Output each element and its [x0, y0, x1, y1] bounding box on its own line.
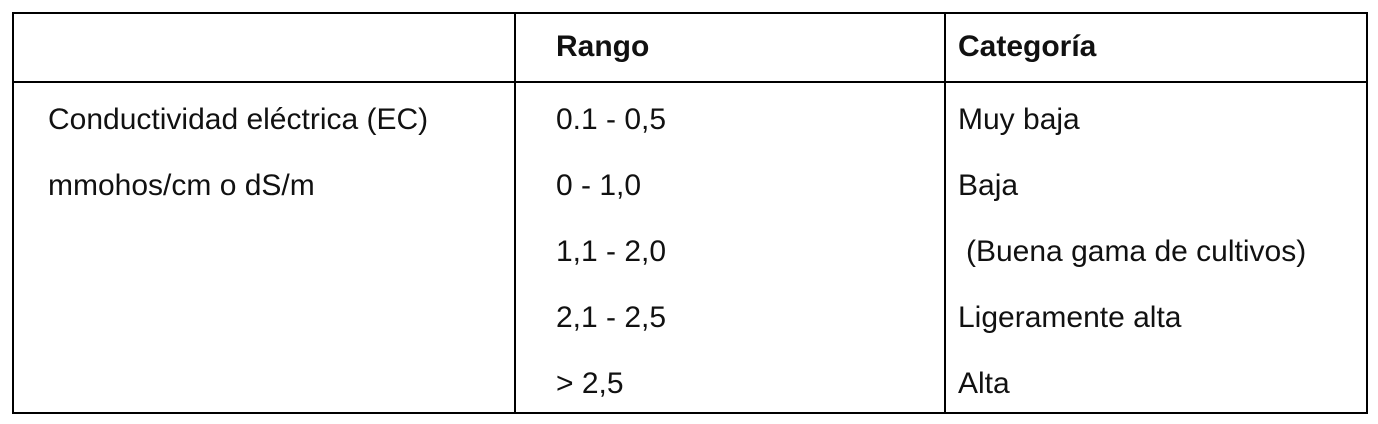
category-cell: (Buena gama de cultivos): [966, 235, 1307, 268]
range-cell: > 2,5: [556, 367, 624, 400]
parameter-text: mmohos/cm o dS/m: [48, 169, 315, 202]
column-divider: [514, 12, 516, 414]
range-cell: 2,1 - 2,5: [556, 301, 667, 334]
range-cell: 1,1 - 2,0: [556, 235, 667, 268]
category-cell: Alta: [958, 367, 1010, 400]
header-cell: Rango: [556, 30, 650, 63]
category-cell: Muy baja: [958, 103, 1080, 136]
category-cell: Baja: [958, 169, 1019, 202]
table-border: [12, 12, 1368, 414]
column-divider: [944, 12, 946, 414]
header-cell: Categoría: [958, 30, 1097, 63]
range-cell: 0 - 1,0: [556, 169, 642, 202]
header-divider: [12, 81, 1368, 83]
category-cell: Ligeramente alta: [958, 301, 1182, 334]
parameter-text: Conductividad eléctrica (EC): [48, 103, 429, 136]
range-cell: 0.1 - 0,5: [556, 103, 667, 136]
